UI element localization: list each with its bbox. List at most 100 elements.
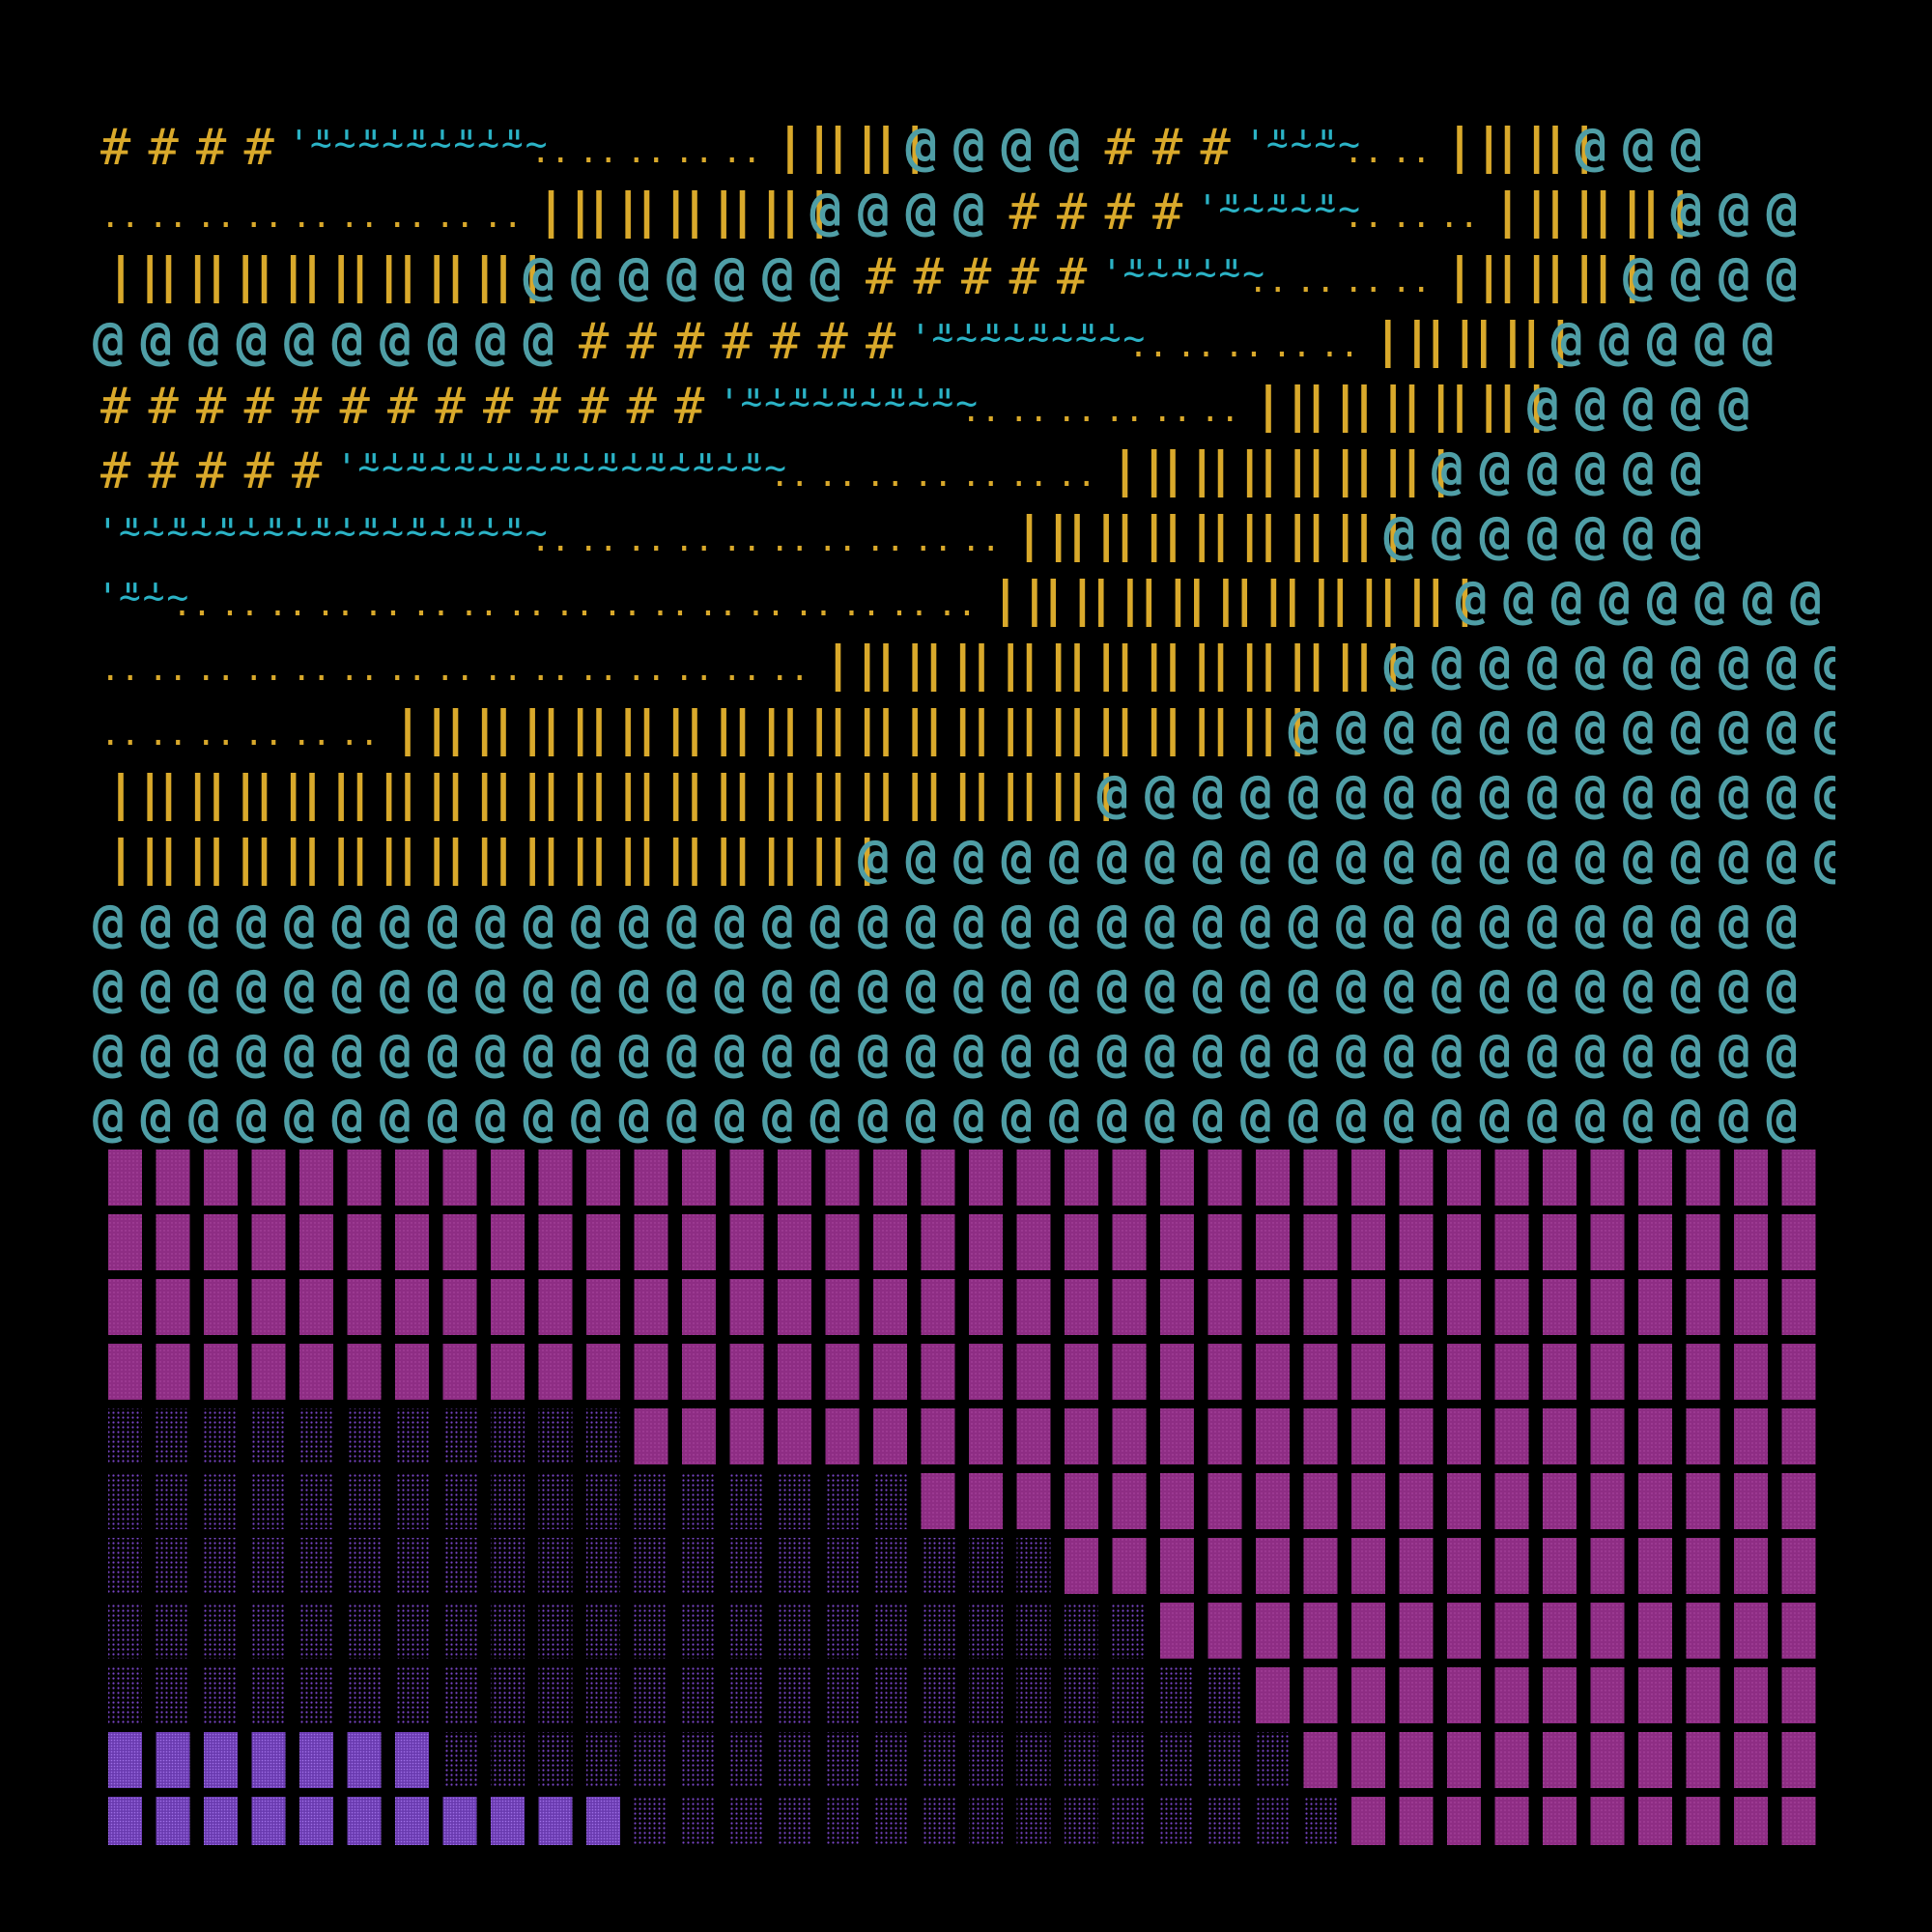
swirl-glyph: @ xyxy=(762,893,794,953)
dots-glyph: .. xyxy=(770,521,810,559)
swirl-glyph: @ xyxy=(1767,763,1799,824)
purple-block xyxy=(108,1797,142,1845)
magenta-block xyxy=(1494,1150,1529,1206)
bars-glyph: || xyxy=(155,830,213,886)
dots-glyph: .. xyxy=(149,650,188,689)
swirl-glyph: @ xyxy=(428,1087,460,1148)
swirl-glyph: @ xyxy=(1599,569,1631,630)
tilde-glyph: "~ xyxy=(503,123,548,165)
bars-glyph: || xyxy=(1158,506,1216,562)
swirl-glyph: @ xyxy=(1719,1022,1750,1083)
block-run-magenta xyxy=(1351,1797,1816,1845)
magenta-block xyxy=(1351,1150,1385,1206)
magenta-block xyxy=(1160,1603,1194,1659)
dotted-block xyxy=(442,1408,477,1464)
bars-glyph: || xyxy=(1158,700,1216,756)
dotted-block xyxy=(921,1603,955,1659)
swirl-glyph: @ xyxy=(1527,698,1559,759)
dots-glyph: .. xyxy=(579,650,618,689)
swirl-glyph: @ xyxy=(619,893,651,953)
dotted-block xyxy=(778,1473,811,1529)
bars-glyph: || xyxy=(202,765,260,821)
magenta-block xyxy=(1112,1150,1147,1206)
magenta-block xyxy=(1065,1214,1098,1270)
magenta-block xyxy=(1781,1344,1816,1400)
dotted-block xyxy=(729,1473,764,1529)
magenta-block xyxy=(1065,1279,1098,1335)
swirl-glyph: @ xyxy=(524,1087,555,1148)
hash-glyph: # xyxy=(483,378,514,436)
glyph-run-bars: |||||||||||| xyxy=(1254,377,1551,433)
magenta-block xyxy=(1686,1214,1720,1270)
bars-glyph: || xyxy=(1158,441,1216,497)
swirl-glyph: @ xyxy=(1576,698,1607,759)
dotted-block xyxy=(873,1603,907,1659)
swirl-glyph: @ xyxy=(1193,957,1225,1018)
swirl-glyph: @ xyxy=(428,310,460,371)
glyph-run-bars: |||||| xyxy=(776,118,929,174)
swirl-glyph: @ xyxy=(188,1022,220,1083)
dots-glyph: .. xyxy=(627,521,667,559)
swirl-glyph: @ xyxy=(1432,504,1463,565)
magenta-block xyxy=(1590,1214,1625,1270)
swirl-glyph: @ xyxy=(1145,828,1177,889)
glyph-run-dots: .............................. xyxy=(100,650,810,689)
tilde-glyph: "~ xyxy=(1077,317,1122,359)
tilde-glyph: "~ xyxy=(790,382,835,424)
magenta-block xyxy=(1303,1344,1338,1400)
magenta-block xyxy=(1543,1344,1577,1400)
swirl-glyph: @ xyxy=(571,893,603,953)
bars-glyph: || xyxy=(155,765,213,821)
magenta-block xyxy=(1734,1538,1768,1594)
bars-glyph: || xyxy=(298,247,355,303)
swirl-glyph: @ xyxy=(1623,828,1655,889)
magenta-block xyxy=(299,1279,333,1335)
magenta-block xyxy=(729,1408,764,1464)
magenta-block xyxy=(778,1344,811,1400)
dotted-block xyxy=(1208,1797,1242,1845)
dotted-block xyxy=(825,1603,860,1659)
magenta-block xyxy=(1781,1667,1816,1723)
swirl-glyph: @ xyxy=(1576,1087,1607,1148)
magenta-block xyxy=(1399,1732,1434,1788)
magenta-block xyxy=(204,1279,238,1335)
bars-glyph: || xyxy=(824,636,882,692)
glyph-run-swirl: @ @ @ @ xyxy=(906,116,1081,177)
magenta-block xyxy=(1638,1279,1672,1335)
tilde-glyph: "~ xyxy=(121,511,165,554)
dotted-block xyxy=(682,1667,716,1723)
bars-glyph: || xyxy=(202,247,260,303)
bars-glyph: || xyxy=(155,247,213,303)
magenta-block xyxy=(1543,1603,1577,1659)
swirl-glyph: @ xyxy=(953,893,985,953)
dots-glyph: .. xyxy=(387,650,427,689)
magenta-block xyxy=(825,1344,860,1400)
swirl-glyph: @ xyxy=(1671,375,1703,436)
magenta-block xyxy=(204,1150,238,1206)
magenta-block xyxy=(1734,1150,1768,1206)
dots-glyph: .. xyxy=(890,585,929,624)
bars-glyph: || xyxy=(298,765,355,821)
magenta-block xyxy=(1447,1797,1481,1845)
magenta-block xyxy=(1351,1408,1385,1464)
bars-glyph: || xyxy=(991,571,1049,627)
dots-glyph: .. xyxy=(650,585,690,624)
dotted-block xyxy=(969,1732,1003,1788)
swirl-glyph: @ xyxy=(906,116,938,177)
glyph-run-dots: .............. xyxy=(770,456,1096,495)
magenta-block xyxy=(634,1279,668,1335)
glyph-run-bars: ||||||||||||||||||||||||||||||||||||||||… xyxy=(106,765,1121,821)
bars-glyph: || xyxy=(1158,636,1216,692)
hash-glyph: # xyxy=(244,119,275,177)
dots-glyph: .. xyxy=(627,132,667,171)
hash-glyph: # xyxy=(627,313,658,371)
hash-glyph: # xyxy=(1009,248,1040,306)
swirl-glyph: @ xyxy=(1289,957,1321,1018)
dotted-block xyxy=(873,1732,907,1788)
dotted-block xyxy=(251,1538,286,1594)
magenta-block xyxy=(1016,1279,1051,1335)
dotted-block xyxy=(347,1538,382,1594)
purple-block xyxy=(395,1732,429,1788)
bars-glyph: || xyxy=(489,700,547,756)
swirl-glyph: @ xyxy=(237,957,269,1018)
